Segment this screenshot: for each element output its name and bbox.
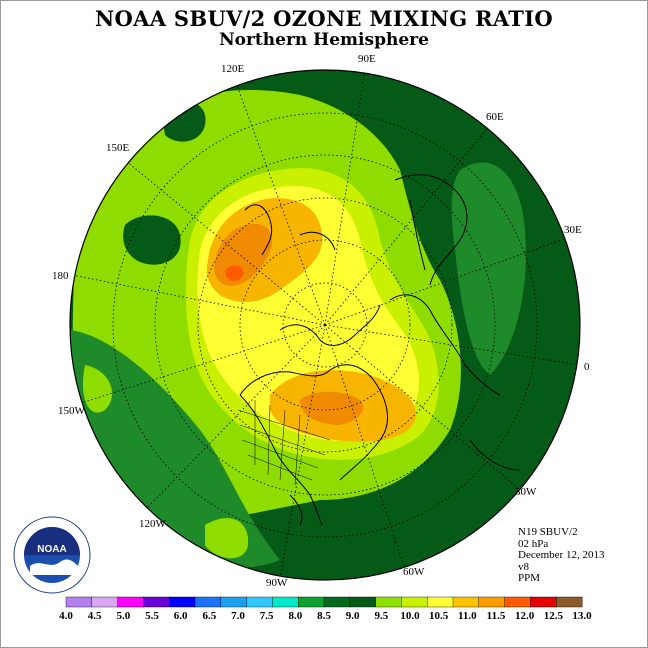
colorbar-tick-label: 6.5 [202,610,216,622]
colorbar-swatch [143,596,170,608]
colorbar-swatch [65,596,93,608]
lon-label-60w: 60W [403,566,425,578]
colorbar-swatch [478,596,506,608]
colorbar-swatch [530,596,557,608]
colorbar-tick-label: 10.5 [429,610,449,622]
colorbar-tick-label: 8.0 [288,610,302,622]
colorbar-swatch [91,596,119,608]
lon-label-120w: 120W [139,518,167,530]
colorbar-tick-label: 12.0 [515,610,535,622]
noaa-logo-text: NOAA [37,544,66,555]
colorbar-swatch [504,596,531,608]
lon-label-30e: 30E [564,224,582,236]
colorbar-tick-label: 4.5 [88,610,102,622]
colorbar-tick-label: 8.5 [317,610,331,622]
info-level: 02 hPa [518,537,549,550]
colorbar-swatch [323,596,351,608]
colorbar-tick-label: 7.0 [231,610,245,622]
lon-label-90e: 90E [358,53,376,65]
info-version: v8 [518,560,529,573]
colorbar-swatch [220,596,248,608]
lon-label-30w: 30W [515,486,537,498]
info-units: PPM [518,572,541,584]
colorbar-swatch [272,596,299,608]
map-title: NOAA SBUV/2 OZONE MIXING RATIO [95,6,553,31]
colorbar-tick-label: 5.0 [116,610,130,622]
colorbar-tick-label: 11.0 [458,610,477,622]
colorbar-tick-label: 9.0 [346,610,360,622]
graticule [71,70,580,579]
colorbar-tick-label: 11.5 [487,610,506,622]
colorbar-swatch [246,596,273,608]
colorbar-tick-label: 12.5 [544,610,564,622]
colorbar-tick-label: 7.5 [260,610,274,622]
lon-label-150e: 150E [106,142,130,154]
colorbar-swatch [556,596,583,608]
colorbar-swatch [168,596,196,608]
colorbar-swatch [401,596,428,608]
colorbar-swatch [194,596,222,608]
colorbar-swatch [349,596,377,608]
colorbar-swatch [427,596,454,608]
lon-label-120e: 120E [221,63,245,75]
info-block: N19 SBUV/2 02 hPa December 12, 2013 v8 P… [518,526,605,585]
lon-label-150w: 150W [58,405,86,417]
colorbar-tick-label: 13.0 [572,610,592,622]
colorbar-tick-label: 6.0 [174,610,188,622]
colorbar: 4.0 4.5 5.0 5.5 6.0 6.5 7.0 7.5 8.0 8.5 9.0 9.5 10.0… [59,596,592,622]
noaa-logo: NOAA [13,516,91,594]
colorbar-swatch [452,596,480,608]
lon-label-180: 180 [52,270,69,282]
lon-label-90w: 90W [266,577,288,589]
colorbar-tick-label: 5.5 [145,610,159,622]
lon-label-60e: 60E [486,111,504,123]
colorbar-tick-label: 9.5 [374,610,388,622]
map-boundary [69,69,581,581]
state-boundaries [237,400,331,486]
colorbar-tick-label: 10.0 [400,610,420,622]
info-instrument: N19 SBUV/2 [518,526,578,538]
lon-label-0: 0 [584,361,590,373]
colorbar-swatch [298,596,325,608]
colorbar-tick-label: 4.0 [59,610,73,622]
map-subtitle: Northern Hemisphere [219,30,429,50]
info-date: December 12, 2013 [518,549,605,561]
colorbar-swatch [117,596,144,608]
colorbar-swatch [375,596,402,608]
